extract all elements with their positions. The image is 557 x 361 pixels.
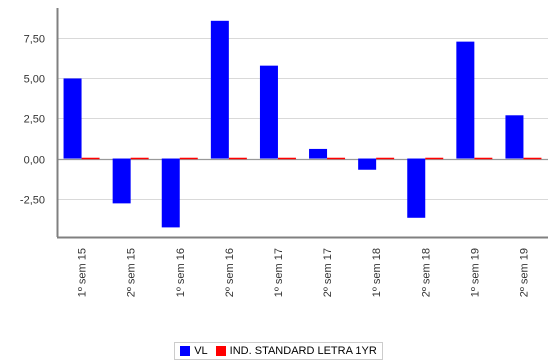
x-tick-label: 2º sem 18 [420,248,432,297]
bar-ind-standard-letra-1yr-1 [81,157,100,160]
x-tick-label: 1º sem 17 [273,248,285,297]
y-tick-labels: 7,50 5,00 2,50 0,00 -2,50 [20,34,45,207]
bar-vl-7 [358,158,377,170]
bar-vl-10 [505,115,524,159]
bar-vl-6 [309,148,328,159]
bar-vl-2 [112,158,131,204]
bar-layer [63,20,542,228]
legend-item-vl: VL [180,345,208,357]
legend-box: VL IND. STANDARD LETRA 1YR [174,342,383,360]
bar-vl-8 [407,158,426,218]
x-tick-label: 2º sem 17 [322,248,334,297]
bar-ind-standard-letra-1yr-10 [523,157,542,160]
bar-ind-standard-letra-1yr-2 [130,157,149,160]
legend-item-ind-standard: IND. STANDARD LETRA 1YR [215,345,377,357]
y-tick-label: 5,00 [24,74,45,86]
axis-layer [56,8,548,239]
y-tick-label: 0,00 [24,155,45,167]
bar-ind-standard-letra-1yr-4 [228,157,247,160]
bar-ind-standard-letra-1yr-5 [277,157,296,160]
bar-vl-1 [63,78,82,159]
y-tick-label: 2,50 [24,114,45,126]
x-tick-label: 2º sem 15 [126,248,138,297]
x-tick-label: 2º sem 16 [224,248,236,297]
legend: VL IND. STANDARD LETRA 1YR [0,342,557,360]
x-tick-label: 1º sem 18 [371,248,383,297]
legend-swatch-vl [180,346,191,356]
legend-swatch-ind-standard [215,346,226,356]
bar-vl-4 [210,20,229,159]
x-tick-label: 2º sem 19 [518,248,530,297]
y-tick-label: 7,50 [24,34,45,46]
x-tick-label: 1º sem 16 [175,248,187,297]
bar-vl-3 [161,158,180,228]
bar-ind-standard-letra-1yr-7 [376,157,395,160]
bar-ind-standard-letra-1yr-8 [425,157,444,160]
bar-vl-9 [456,41,475,159]
x-tick-label: 1º sem 15 [77,248,89,297]
y-tick-label: -2,50 [20,195,45,207]
legend-label-ind-standard: IND. STANDARD LETRA 1YR [229,345,377,357]
legend-label-vl: VL [194,345,208,357]
bar-vl-5 [259,65,278,159]
x-tick-label: 1º sem 19 [469,248,481,297]
bar-ind-standard-letra-1yr-3 [179,157,198,160]
bar-ind-standard-letra-1yr-6 [327,157,346,160]
bar-ind-standard-letra-1yr-9 [474,157,493,160]
x-tick-labels: 1º sem 15 2º sem 15 1º sem 16 2º sem 16 1º s… [77,248,531,297]
